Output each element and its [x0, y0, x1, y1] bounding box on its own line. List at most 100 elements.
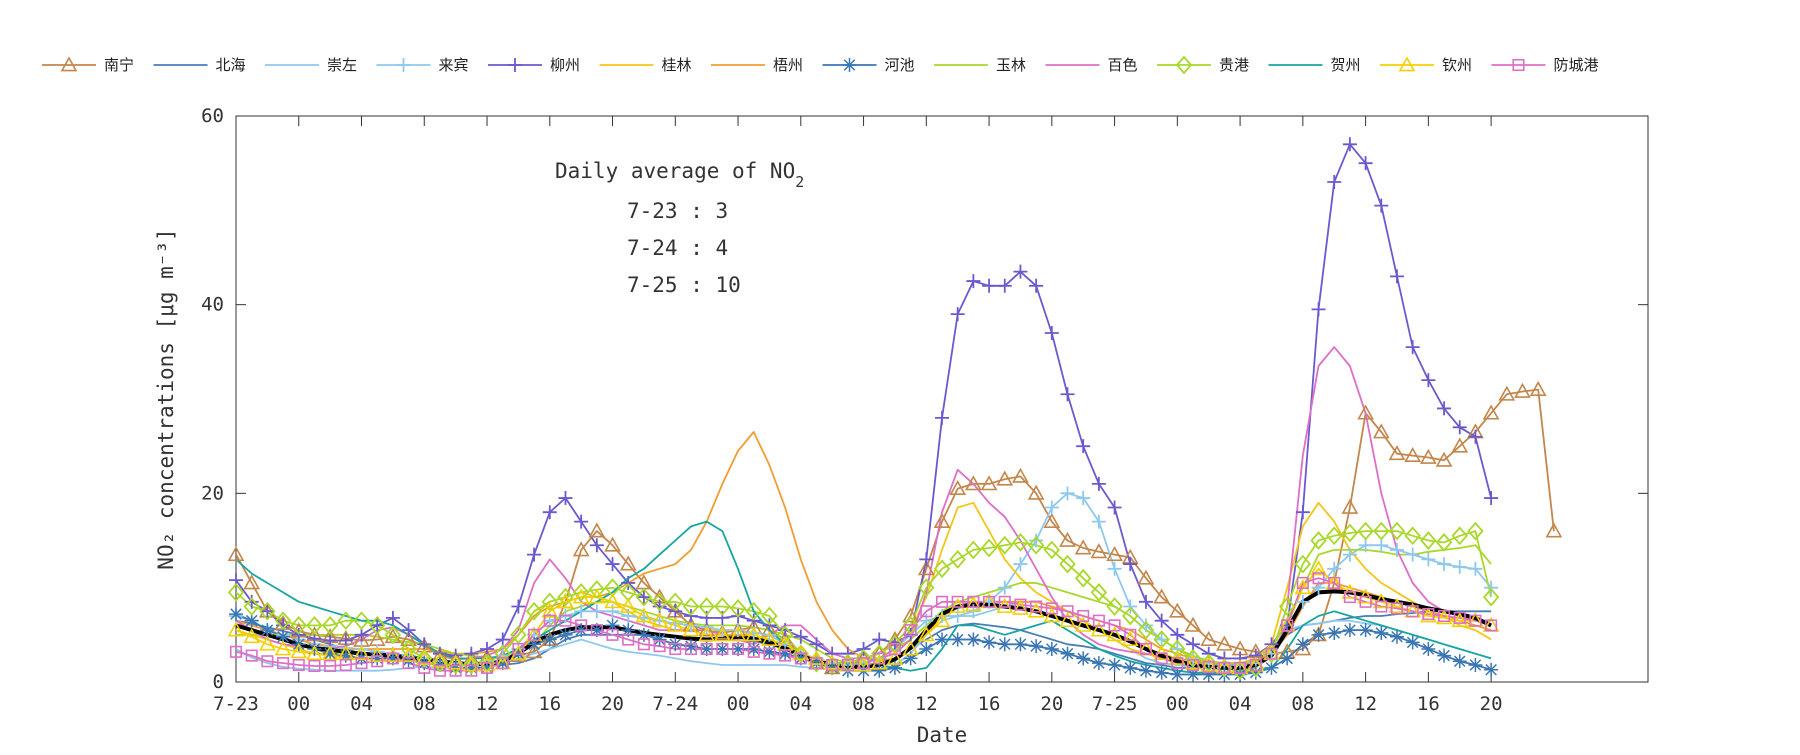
data-point	[1312, 572, 1325, 585]
data-point	[541, 592, 558, 612]
legend-label: 贺州	[1331, 56, 1361, 74]
data-point	[558, 491, 573, 506]
data-point	[980, 475, 998, 491]
data-point	[667, 592, 684, 612]
data-point	[448, 660, 463, 675]
data-point	[1168, 602, 1186, 618]
x-tick-label: 08	[1291, 693, 1314, 715]
x-tick-label: 20	[601, 693, 624, 715]
data-point	[1154, 613, 1169, 628]
data-point	[902, 616, 919, 635]
data-point	[1137, 620, 1155, 640]
data-point	[1012, 533, 1029, 552]
data-point	[337, 611, 355, 631]
data-point	[967, 595, 980, 608]
data-point	[1090, 583, 1108, 602]
data-point	[841, 658, 854, 672]
data-point	[527, 547, 542, 562]
legend-item: 南宁	[42, 56, 134, 74]
data-point	[462, 656, 480, 672]
data-point	[1422, 608, 1435, 621]
data-point	[1294, 554, 1312, 574]
marker-group	[227, 137, 1563, 682]
data-point	[1124, 628, 1137, 641]
data-point	[949, 549, 966, 569]
data-point	[604, 593, 621, 609]
data-point	[635, 587, 653, 607]
data-point	[919, 552, 934, 567]
data-point	[1107, 500, 1122, 515]
data-point	[353, 645, 370, 661]
data-point	[809, 656, 824, 671]
data-point	[1405, 340, 1420, 355]
data-point	[1512, 58, 1525, 72]
data-point	[762, 618, 777, 633]
data-point	[1342, 623, 1357, 638]
data-point	[1485, 619, 1498, 632]
data-point	[1014, 598, 1027, 611]
data-point	[386, 652, 399, 665]
data-point	[245, 649, 258, 662]
data-point	[1090, 621, 1108, 637]
data-point	[951, 595, 964, 608]
data-point	[60, 56, 78, 72]
data-point	[260, 623, 275, 638]
legend-item: 贺州	[1268, 56, 1361, 74]
data-point	[1171, 657, 1184, 670]
data-point	[886, 649, 904, 665]
data-point	[1388, 445, 1406, 461]
data-point	[983, 595, 996, 608]
data-point	[1012, 599, 1029, 615]
data-point	[713, 624, 731, 640]
y-tick-label: 40	[201, 294, 224, 316]
data-point	[511, 599, 526, 614]
data-point	[1138, 618, 1153, 633]
data-point	[418, 661, 431, 674]
data-point	[729, 626, 747, 642]
x-tick-label: 00	[287, 693, 310, 715]
data-point	[480, 660, 495, 675]
data-point	[588, 522, 606, 538]
data-point	[1059, 612, 1076, 628]
data-point	[668, 604, 683, 619]
x-axis-label: Date	[917, 723, 968, 747]
x-tick-label: 04	[789, 693, 812, 715]
data-point	[1027, 484, 1045, 500]
data-point	[353, 611, 370, 631]
data-point	[588, 588, 606, 604]
legend-label: 桂林	[662, 56, 692, 74]
data-point	[1155, 652, 1168, 665]
data-point	[1482, 404, 1500, 420]
data-point	[495, 632, 510, 647]
data-point	[244, 594, 259, 609]
data-point	[996, 535, 1013, 555]
data-point	[1326, 526, 1343, 546]
data-point	[684, 642, 698, 656]
legend-label: 梧州	[773, 56, 803, 74]
x-tick-label: 00	[727, 693, 750, 715]
data-point	[699, 641, 714, 656]
x-tick-label: 20	[1480, 693, 1503, 715]
data-point	[1217, 667, 1232, 682]
data-point	[651, 612, 668, 628]
legend-item: 钦州	[1380, 56, 1472, 74]
data-point	[1153, 588, 1171, 604]
annotation-line: 7-23 : 3	[627, 199, 728, 223]
data-point	[776, 625, 794, 645]
data-point	[823, 654, 841, 670]
data-point	[920, 605, 933, 618]
data-point	[778, 623, 793, 638]
data-point	[1013, 557, 1028, 572]
data-point	[763, 647, 776, 660]
data-point	[1184, 649, 1202, 668]
data-point	[779, 649, 792, 662]
data-point	[259, 601, 276, 621]
data-point	[606, 628, 619, 641]
legend-item: 河池	[822, 56, 915, 74]
data-point	[872, 663, 887, 678]
data-point	[1342, 547, 1357, 562]
data-point	[1421, 373, 1436, 388]
data-point	[1044, 641, 1059, 656]
data-point	[480, 661, 494, 674]
